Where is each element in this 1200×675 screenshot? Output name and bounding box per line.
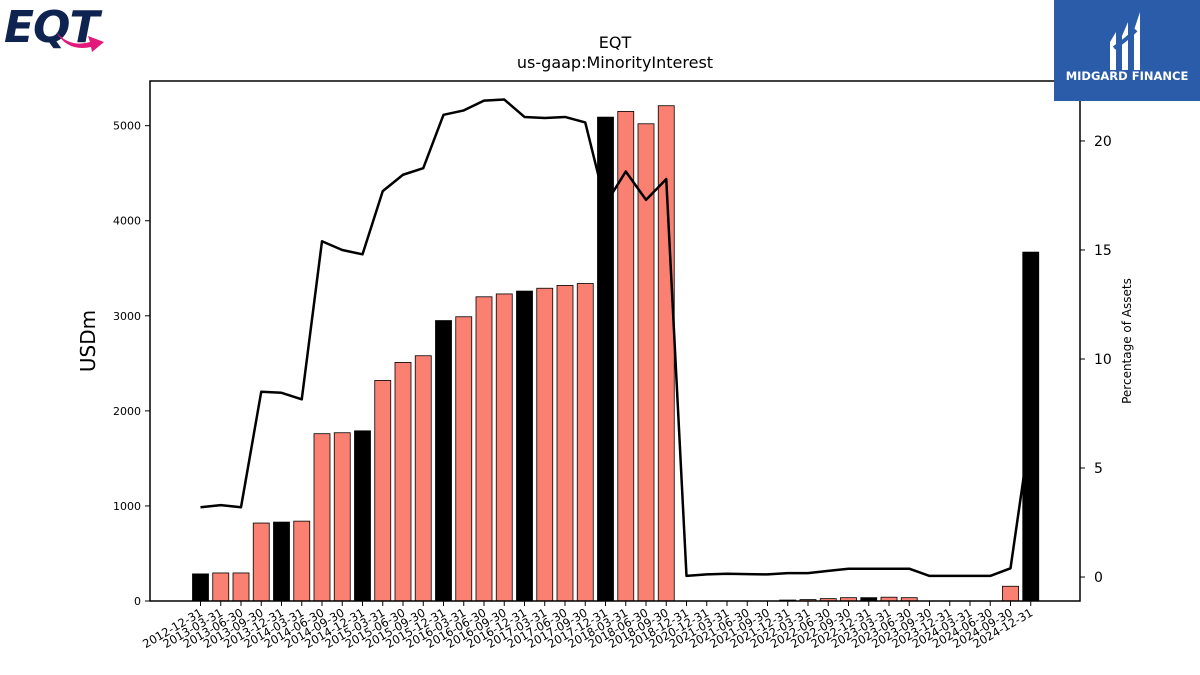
bar-2017-03-31 [536,287,554,602]
bar-2024-12-31 [1022,251,1040,602]
bar-2024-09-30 [1002,585,1019,602]
chart-title: EQT [599,33,632,52]
bar-2013-06-30 [232,572,250,602]
bar-2017-06-30 [556,284,574,602]
bar-2014-12-31 [354,430,371,602]
bar-2015-09-30 [414,355,432,602]
bar-2013-12-31 [273,521,290,602]
bar-2016-06-30 [475,296,493,602]
bar-2017-12-31 [597,116,614,602]
bar-2012-12-31 [192,573,209,602]
bar-series [192,105,1040,602]
bar-2013-03-31 [212,572,230,602]
y-axis-right: 0 5 10 15 20 [1080,134,1112,586]
y-tick-label: 0 [134,595,141,608]
bar-2016-12-31 [516,290,533,602]
bar-2016-09-30 [495,293,513,602]
y-tick-label: 5000 [113,120,141,133]
midgard-finance-logo: MIDGARD FINANCE [1054,0,1200,101]
y-axis-label: USDm [76,310,100,372]
plot-frame [149,80,1081,602]
bar-2014-09-30 [333,432,351,602]
y-axis-left: 0 1000 2000 3000 4000 5000 [113,120,150,608]
bar-2013-09-30 [252,522,270,602]
y-tick-label: 3000 [113,310,141,323]
y-tick-label: 1000 [113,500,141,513]
y2-axis-label: Percentage of Assets [1120,278,1134,404]
chart-subtitle: us-gaap:MinorityInterest [517,53,713,72]
x-axis: 2012-12-312013-03-312013-06-302013-09-30… [140,601,1035,651]
bar-2018-03-31 [617,111,635,602]
y-tick-label: 2000 [113,405,141,418]
y2-tick-label: 20 [1094,134,1112,150]
bar-2014-06-30 [313,433,331,602]
eqt-logo: EQT [4,2,104,53]
percentage-line [200,98,1032,578]
midgard-logo-text: MIDGARD FINANCE [1066,69,1189,83]
y2-tick-label: 10 [1094,352,1112,368]
bar-2016-03-31 [455,316,473,602]
bar-2015-12-31 [435,320,452,602]
bar-2014-03-31 [293,520,311,602]
y2-tick-label: 5 [1094,461,1103,477]
y-tick-label: 4000 [113,215,141,228]
y2-tick-label: 15 [1094,243,1112,259]
bar-2015-03-31 [374,380,392,602]
bar-2017-09-30 [576,283,594,602]
bar-2015-06-30 [394,361,412,602]
y2-tick-label: 0 [1094,570,1103,586]
